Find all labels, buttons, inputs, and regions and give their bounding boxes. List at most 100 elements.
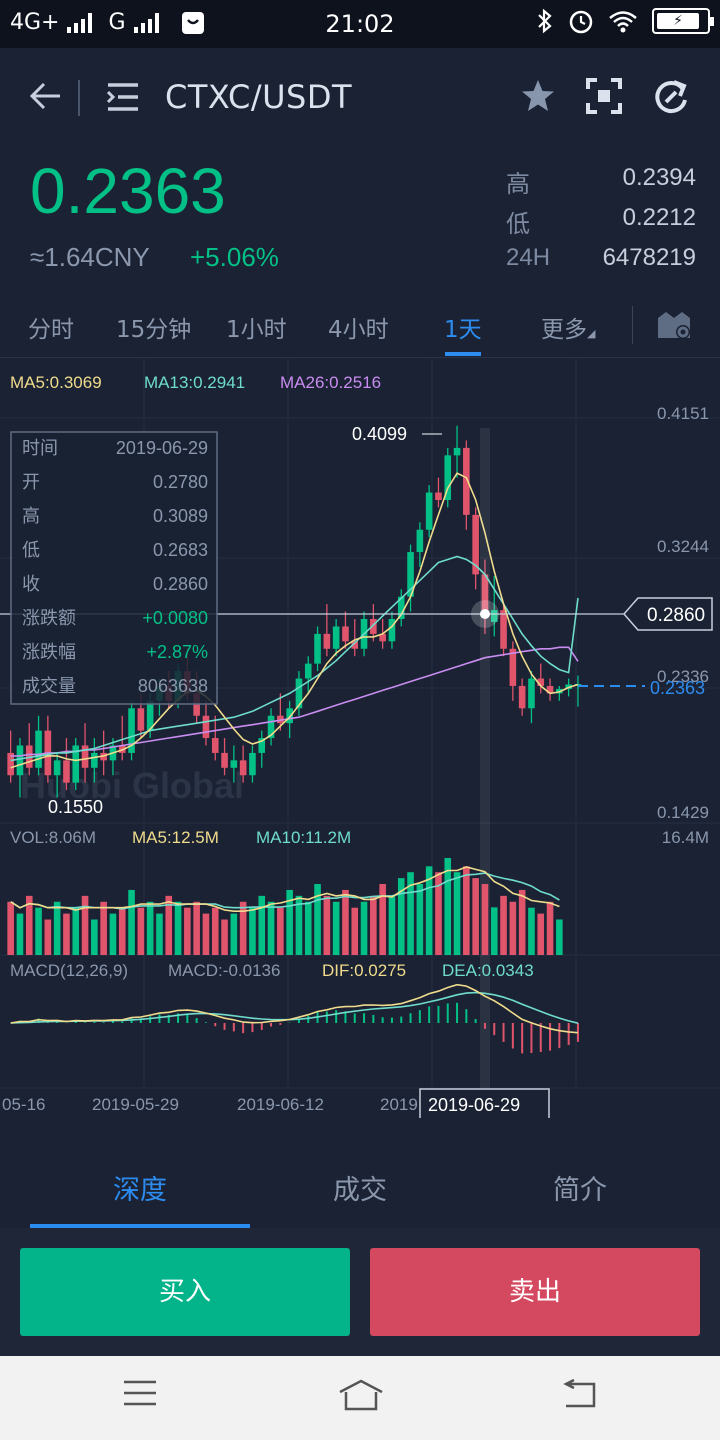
volume-bar	[370, 895, 377, 955]
tab-intro[interactable]: 简介	[553, 1175, 607, 1206]
volume-label: 24H	[506, 244, 551, 271]
price-axis-label: 0.4151	[657, 404, 709, 423]
candle-body	[211, 738, 219, 753]
status-time: 21:02	[325, 10, 395, 38]
candle-body	[63, 760, 70, 783]
volume-bar	[528, 907, 535, 955]
tab-4hour[interactable]: 4小时	[328, 317, 389, 343]
tab-more-label: 更多	[541, 317, 587, 343]
tab-1day[interactable]: 1天	[444, 317, 482, 343]
volume-bar	[118, 907, 126, 955]
high-value: 0.2394	[622, 164, 696, 191]
x-axis-label: 2019-06-12	[237, 1095, 324, 1114]
candle-body	[314, 633, 321, 664]
tooltip-key: 涨跌幅	[22, 642, 76, 662]
macd-value: MACD:-0.0136	[168, 961, 280, 980]
bottom-tabs: 深度 成交 简介	[0, 1140, 720, 1228]
candle-body	[528, 678, 535, 709]
volume-bar	[109, 913, 117, 955]
macd-legend: MACD(12,26,9)	[10, 961, 128, 980]
candle-body	[7, 752, 14, 776]
tab-depth[interactable]: 深度	[113, 1175, 167, 1206]
candlestick-series	[7, 425, 582, 798]
volume-bar	[193, 901, 200, 955]
tooltip-key: 时间	[22, 438, 58, 458]
candle-body	[323, 633, 331, 649]
x-axis-label: 2019-05-29	[92, 1095, 179, 1114]
candle-body	[397, 596, 405, 620]
volume-bar	[221, 919, 228, 955]
candle-body	[53, 760, 61, 776]
volume-bar	[128, 889, 135, 955]
home-icon[interactable]	[336, 1378, 386, 1412]
vol-legend: VOL:8.06M	[10, 828, 96, 847]
menu-icon[interactable]	[122, 1378, 158, 1408]
volume-bar	[379, 884, 386, 955]
volume-bar	[481, 884, 489, 955]
volume-bar	[323, 895, 331, 955]
network-label: 4G+	[10, 10, 60, 35]
crosshair-dot	[480, 609, 490, 619]
candle-body	[258, 738, 266, 753]
candle-body	[128, 708, 135, 753]
candle-body	[267, 715, 275, 739]
candle-body	[518, 685, 526, 709]
crosshair-date-box	[419, 1088, 550, 1120]
tab-15min[interactable]: 15分钟	[116, 317, 192, 343]
tooltip-value: 8063638	[138, 676, 208, 696]
dif-value: DIF:0.0275	[322, 961, 406, 980]
volume-bar	[53, 901, 61, 955]
tooltip-value: 0.3089	[153, 506, 208, 526]
volume-bar	[397, 878, 405, 955]
sell-button[interactable]: 卖出	[370, 1248, 700, 1336]
candle-body	[137, 708, 145, 731]
kline-chart[interactable]: MA5:0.3069 MA13:0.2941 MA26:0.2516 0.415…	[0, 358, 720, 1120]
volume-bar	[518, 889, 526, 955]
candle-body	[509, 648, 517, 686]
volume-bar	[546, 901, 554, 955]
kline-svg[interactable]: MA5:0.3069 MA13:0.2941 MA26:0.2516 0.415…	[0, 358, 720, 1120]
tab-more[interactable]: 更多◢	[541, 310, 595, 344]
volume-bar	[25, 895, 33, 955]
volume-bar	[425, 866, 433, 955]
crosshair-date: 2019-06-29	[428, 1095, 520, 1115]
status-bar: 4G+ G 21:02 ⚡	[0, 0, 720, 48]
trading-pair-title[interactable]: CTXC/USDT	[165, 78, 353, 116]
battery-charging-icon: ⚡	[652, 8, 714, 34]
volume-bar	[500, 895, 507, 955]
crosshair-price-tag	[623, 597, 713, 631]
star-icon[interactable]	[520, 78, 556, 114]
candle-body	[472, 514, 479, 575]
tooltip-key: 低	[22, 540, 40, 560]
candle-body	[453, 447, 461, 456]
macd-series	[10, 983, 579, 1054]
refresh-icon[interactable]	[652, 78, 690, 116]
ma-lines	[10, 472, 579, 769]
candle-body	[16, 745, 24, 776]
volume-bar	[556, 919, 563, 955]
menu-icon[interactable]	[106, 82, 140, 112]
network-label-2: G	[108, 10, 126, 35]
candle-body	[202, 715, 210, 739]
candle-body	[342, 626, 349, 642]
min-price-label: 0.1550	[48, 797, 103, 817]
volume-bar	[211, 907, 219, 955]
candle-body	[379, 633, 386, 642]
volume-bar	[509, 901, 517, 955]
tooltip-value: 2019-06-29	[116, 438, 208, 458]
ticker-stats: 高 0.2394 低 0.2212 24H 6478219	[506, 164, 696, 284]
tab-timeshare[interactable]: 分时	[28, 317, 74, 343]
buy-button[interactable]: 买入	[20, 1248, 350, 1336]
volume-bar	[7, 901, 14, 955]
ma26-legend: MA26:0.2516	[280, 373, 381, 392]
active-tab-indicator	[445, 352, 481, 356]
tab-1hour[interactable]: 1小时	[226, 317, 287, 343]
last-price: 0.2363	[30, 155, 226, 227]
back-arrow-icon[interactable]	[28, 78, 64, 114]
price-axis-label: 0.2336	[657, 667, 709, 686]
tab-trades[interactable]: 成交	[333, 1175, 387, 1206]
chart-settings-icon[interactable]	[656, 308, 692, 340]
fullscreen-icon[interactable]	[586, 78, 622, 114]
ma26-line	[10, 646, 579, 757]
back-icon[interactable]	[560, 1378, 598, 1410]
